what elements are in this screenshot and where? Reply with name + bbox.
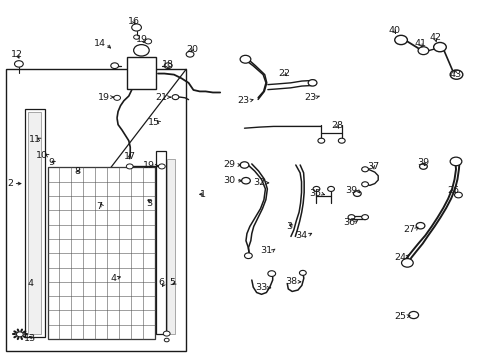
Circle shape <box>158 164 165 169</box>
Text: 38: 38 <box>285 277 296 286</box>
Text: 3: 3 <box>146 199 152 208</box>
Text: 24: 24 <box>393 253 405 262</box>
Text: 17: 17 <box>123 152 136 161</box>
Text: 3: 3 <box>285 222 291 231</box>
Text: 22: 22 <box>278 69 290 78</box>
Text: 34: 34 <box>295 231 307 240</box>
Text: 39: 39 <box>345 185 357 194</box>
Circle shape <box>114 95 120 100</box>
Bar <box>25 109 45 337</box>
Circle shape <box>454 192 461 198</box>
Bar <box>6 69 186 351</box>
Text: 19: 19 <box>136 36 148 45</box>
Circle shape <box>347 215 354 220</box>
Circle shape <box>338 138 345 143</box>
Text: 13: 13 <box>24 334 36 343</box>
Text: 8: 8 <box>75 167 81 176</box>
Text: 42: 42 <box>428 33 440 42</box>
Circle shape <box>267 271 275 276</box>
Text: 14: 14 <box>94 39 106 48</box>
Circle shape <box>126 164 133 169</box>
Circle shape <box>186 51 194 57</box>
Text: 26: 26 <box>447 185 459 194</box>
Text: 10: 10 <box>36 151 48 160</box>
Bar <box>28 112 41 334</box>
Circle shape <box>417 47 428 55</box>
Circle shape <box>133 45 149 56</box>
Circle shape <box>111 63 118 68</box>
Circle shape <box>353 191 361 197</box>
Text: 12: 12 <box>11 50 23 59</box>
Circle shape <box>419 163 427 169</box>
Circle shape <box>131 24 141 31</box>
Bar <box>166 158 175 334</box>
Circle shape <box>164 338 169 342</box>
Text: 28: 28 <box>330 121 342 130</box>
Bar <box>126 57 156 89</box>
Circle shape <box>144 39 151 44</box>
Text: 6: 6 <box>159 278 164 287</box>
Text: 31: 31 <box>260 246 272 255</box>
Text: 19: 19 <box>98 93 110 102</box>
Circle shape <box>401 258 412 267</box>
Text: 4: 4 <box>27 279 34 288</box>
Text: 27: 27 <box>403 225 415 234</box>
Text: 29: 29 <box>224 161 235 170</box>
Circle shape <box>133 35 139 39</box>
Text: 18: 18 <box>162 60 173 69</box>
Text: 11: 11 <box>29 135 41 144</box>
Circle shape <box>17 332 23 337</box>
Text: 9: 9 <box>49 158 55 167</box>
Circle shape <box>172 95 179 100</box>
Text: 36: 36 <box>343 218 355 227</box>
Text: 16: 16 <box>127 17 140 26</box>
Circle shape <box>240 162 248 168</box>
Circle shape <box>307 80 316 86</box>
Circle shape <box>240 55 250 63</box>
Text: 5: 5 <box>169 278 175 287</box>
Circle shape <box>361 182 368 187</box>
Text: 40: 40 <box>387 26 400 35</box>
Text: 32: 32 <box>252 178 264 187</box>
Circle shape <box>394 35 407 45</box>
Bar <box>156 152 165 334</box>
Circle shape <box>163 331 170 336</box>
Text: 33: 33 <box>255 283 267 292</box>
Text: 19: 19 <box>143 161 155 170</box>
Circle shape <box>327 186 334 192</box>
Bar <box>47 167 154 339</box>
Circle shape <box>361 167 368 172</box>
Circle shape <box>244 253 252 258</box>
Circle shape <box>449 70 462 79</box>
Text: 7: 7 <box>96 202 102 211</box>
Text: 41: 41 <box>414 39 426 48</box>
Circle shape <box>299 270 305 275</box>
Text: 1: 1 <box>199 190 205 199</box>
Circle shape <box>164 63 172 68</box>
Circle shape <box>408 311 418 319</box>
Circle shape <box>433 42 446 52</box>
Text: 20: 20 <box>185 45 198 54</box>
Circle shape <box>241 177 250 184</box>
Text: 35: 35 <box>308 189 321 198</box>
Text: 25: 25 <box>393 312 405 321</box>
Circle shape <box>361 215 368 220</box>
Circle shape <box>449 157 461 166</box>
Text: 39: 39 <box>417 158 428 167</box>
Circle shape <box>312 186 319 192</box>
Text: 37: 37 <box>366 162 379 171</box>
Text: 23: 23 <box>304 93 316 102</box>
Text: 30: 30 <box>223 176 235 185</box>
Text: 15: 15 <box>147 118 160 127</box>
Text: 43: 43 <box>449 70 461 79</box>
Circle shape <box>15 61 23 67</box>
Text: 4: 4 <box>110 274 116 283</box>
Text: 2: 2 <box>7 179 14 188</box>
Text: 21: 21 <box>155 93 167 102</box>
Circle shape <box>415 222 424 229</box>
Circle shape <box>317 138 324 143</box>
Text: 23: 23 <box>237 96 249 105</box>
